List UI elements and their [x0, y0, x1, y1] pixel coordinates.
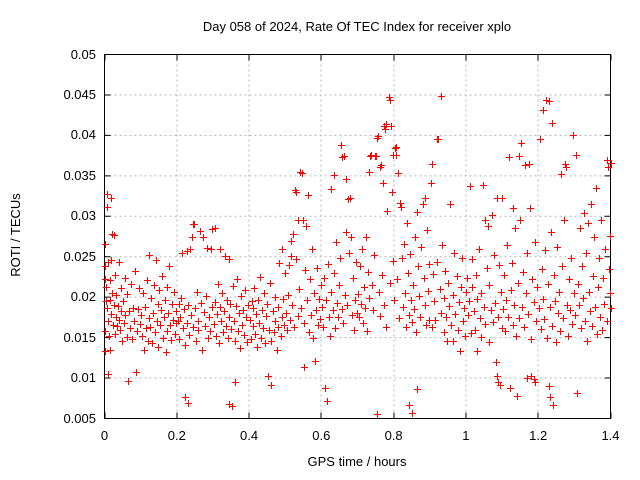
x-tick-label: 0.2	[167, 428, 186, 443]
chart-title: Day 058 of 2024, Rate Of TEC Index for r…	[202, 19, 512, 34]
y-tick-label: 0.005	[63, 410, 96, 426]
y-tick-label: 0.04	[70, 127, 96, 143]
y-tick-label: 0.025	[63, 248, 96, 264]
data-points	[102, 93, 615, 418]
y-tick-label: 0.045	[63, 86, 96, 102]
x-tick-label: 0.4	[240, 428, 259, 443]
gridlines	[104, 54, 611, 419]
x-tick-label: 1.4	[601, 428, 620, 443]
y-tick-label: 0.015	[63, 329, 96, 345]
x-tick-label: 1	[462, 428, 470, 443]
y-tick-label: 0.02	[70, 289, 96, 305]
y-tick-label: 0.035	[63, 167, 96, 183]
y-axis-title: ROTI / TECUs	[8, 193, 23, 277]
x-axis-title: GPS time / hours	[307, 454, 407, 469]
x-tick-label: 0.8	[384, 428, 403, 443]
plot-border	[104, 54, 611, 419]
x-tick-label: 0	[100, 428, 109, 443]
x-tick-label: 1.2	[529, 428, 548, 443]
y-tick-label: 0.01	[70, 370, 96, 386]
axis-tick-marks	[104, 54, 612, 419]
x-tick-label: 0.6	[312, 428, 331, 443]
y-tick-label: 0.05	[70, 46, 96, 62]
y-tick-label: 0.03	[70, 208, 96, 224]
